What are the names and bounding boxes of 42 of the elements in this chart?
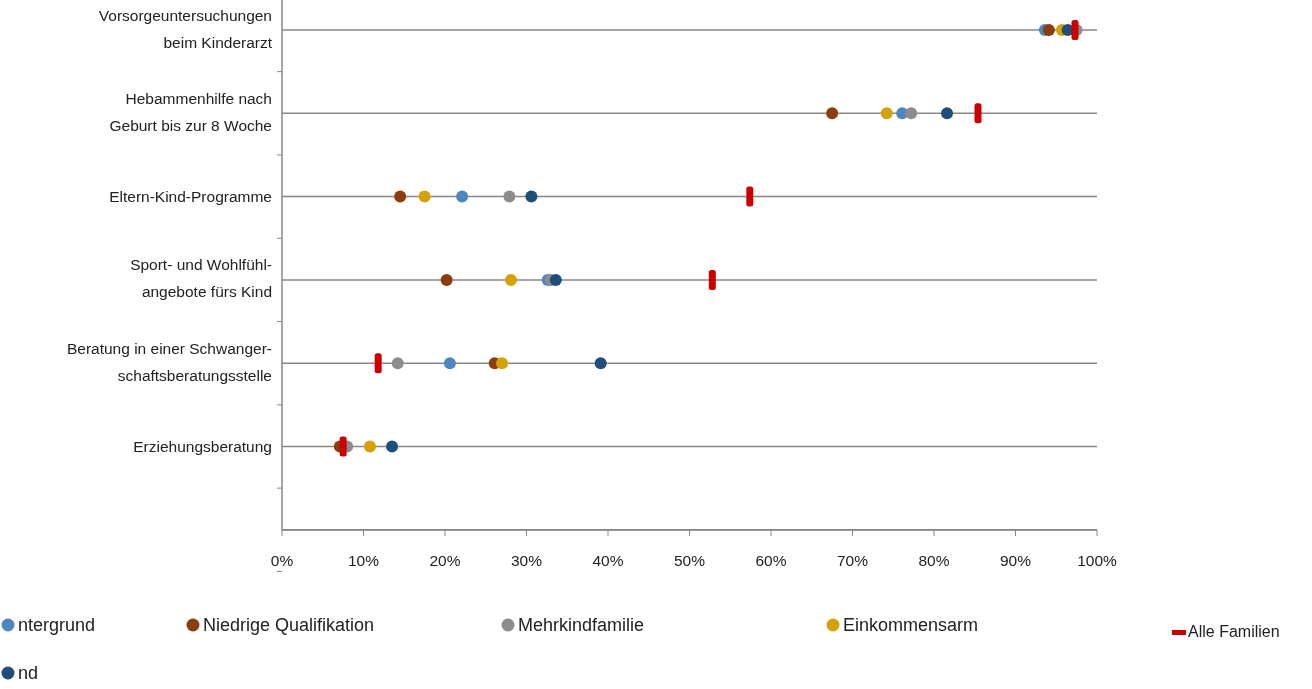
- x-tick-label: 50%: [673, 552, 706, 569]
- point: [496, 357, 509, 370]
- x-tick-label: 100%: [1077, 552, 1118, 569]
- y-tick-label: Hebammenhilfe nach Geburt bis zur 8 Woche: [109, 89, 272, 134]
- point: [443, 357, 456, 370]
- point: [394, 190, 407, 203]
- point: [364, 440, 377, 453]
- point: [826, 107, 839, 120]
- x-tick-label: 0%: [270, 552, 294, 569]
- point: [418, 190, 431, 203]
- legend-label: Niedrige Qualifikation: [203, 615, 375, 635]
- y-tick-label: Vorsorgeuntersuchungen beim Kinderarzt: [98, 6, 273, 51]
- point: [505, 273, 518, 286]
- legend-label: nd: [18, 663, 39, 683]
- legend-label: ntergrund: [18, 615, 96, 635]
- point: [503, 190, 516, 203]
- legend-label: Mehrkindfamilie: [518, 615, 645, 635]
- x-tick-label: 30%: [510, 552, 543, 569]
- y-tick-label: Eltern-Kind-Programme: [109, 187, 272, 205]
- point: [880, 107, 893, 120]
- y-tick-label: Beratung in einer Schwanger- schaftsberatungsstelle: [66, 339, 272, 384]
- point: [905, 107, 918, 120]
- x-tick-label: 80%: [918, 552, 950, 569]
- point: [440, 273, 453, 286]
- legend-label: Alle Familien: [1188, 623, 1280, 640]
- x-tick-label: 90%: [999, 552, 1032, 569]
- y-tick-label: Sport- und Wohlfühl- angebote fürs Kind: [130, 256, 272, 301]
- x-tick-label: 70%: [836, 552, 869, 569]
- point: [525, 190, 538, 203]
- point: [386, 440, 399, 453]
- x-tick-label: 10%: [347, 552, 380, 569]
- point: [594, 357, 607, 370]
- point: [1042, 24, 1055, 36]
- x-tick-label: 20%: [429, 552, 461, 569]
- point: [549, 273, 562, 286]
- x-tick-label: 60%: [755, 552, 787, 569]
- x-tick-label: 40%: [592, 552, 624, 569]
- point: [456, 190, 469, 203]
- legend-label: Einkommensarm: [843, 615, 979, 635]
- point: [391, 357, 404, 370]
- y-tick-label: Erziehungsberatung: [133, 437, 272, 455]
- point: [941, 107, 954, 120]
